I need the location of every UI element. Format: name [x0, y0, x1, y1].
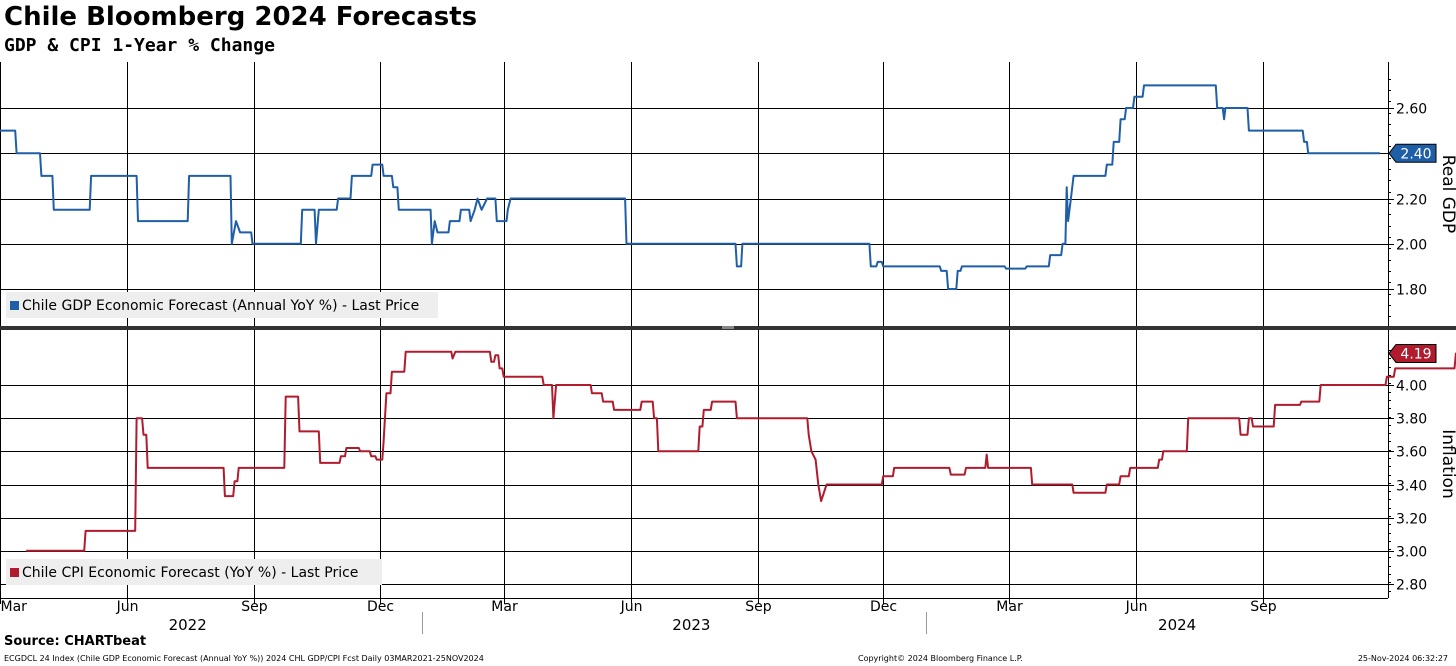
y-tick-label: 2.60 [1396, 102, 1427, 118]
year-label: 2023 [672, 616, 710, 634]
footer-timestamp: 25-Nov-2024 06:32:27 [1357, 654, 1448, 663]
x-tick-label: Jun [620, 599, 643, 615]
x-tick-label: Sep [745, 599, 772, 615]
chart-title: Chile Bloomberg 2024 Forecasts [4, 2, 478, 32]
y-tick-label: 3.60 [1396, 445, 1427, 461]
y-tick-label: 3.20 [1396, 512, 1427, 528]
gdp-legend-swatch [10, 301, 19, 310]
footer-index-description: ECGDCL 24 Index (Chile GDP Economic Fore… [4, 654, 484, 663]
x-tick-label: Sep [241, 599, 268, 615]
panel-resize-handle [722, 326, 734, 329]
x-tick-label: Jun [1125, 599, 1148, 615]
cpi-legend-label: Chile CPI Economic Forecast (YoY %) - La… [22, 565, 358, 581]
x-tick-label: Dec [870, 599, 897, 615]
x-tick-label: Mar [491, 599, 518, 615]
y-tick-label: 3.80 [1396, 412, 1427, 428]
x-tick-label: Mar [1, 599, 28, 615]
cpi-legend-box [6, 559, 382, 585]
year-label: 2024 [1158, 616, 1196, 634]
gdp-last-value-marker [1388, 143, 1437, 163]
cpi-series-line [26, 350, 1456, 552]
gdp-last-value-label: 2.40 [1400, 146, 1431, 162]
x-tick-label: Jun [116, 599, 139, 615]
cpi-ylabel: Inflation [1438, 429, 1456, 498]
cpi-legend-swatch [10, 568, 19, 577]
cpi-last-value-label: 4.19 [1400, 346, 1431, 362]
y-tick-label: 4.00 [1396, 379, 1427, 395]
x-tick-label: Mar [996, 599, 1023, 615]
y-tick-label: 2.00 [1396, 238, 1427, 254]
y-tick-label: 3.40 [1396, 479, 1427, 495]
gdp-series-line [0, 84, 1380, 290]
y-tick-label: 1.80 [1396, 283, 1427, 299]
footer-copyright: Copyright© 2024 Bloomberg Finance L.P. [858, 654, 1023, 663]
cpi-last-value-marker [1388, 343, 1437, 363]
chart-subtitle: GDP & CPI 1-Year % Change [4, 35, 275, 56]
year-label: 2022 [169, 616, 207, 634]
x-tick-label: Dec [367, 599, 394, 615]
y-tick-label: 2.80 [1396, 578, 1427, 594]
x-tick-label: Sep [1250, 599, 1277, 615]
gdp-legend-box [6, 292, 438, 318]
y-tick-label: 2.20 [1396, 193, 1427, 209]
gdp-ylabel: Real GDP [1438, 155, 1456, 234]
gdp-legend-label: Chile GDP Economic Forecast (Annual YoY … [22, 298, 419, 314]
source-note: Source: CHARTbeat [4, 634, 147, 649]
y-tick-label: 3.00 [1396, 545, 1427, 561]
